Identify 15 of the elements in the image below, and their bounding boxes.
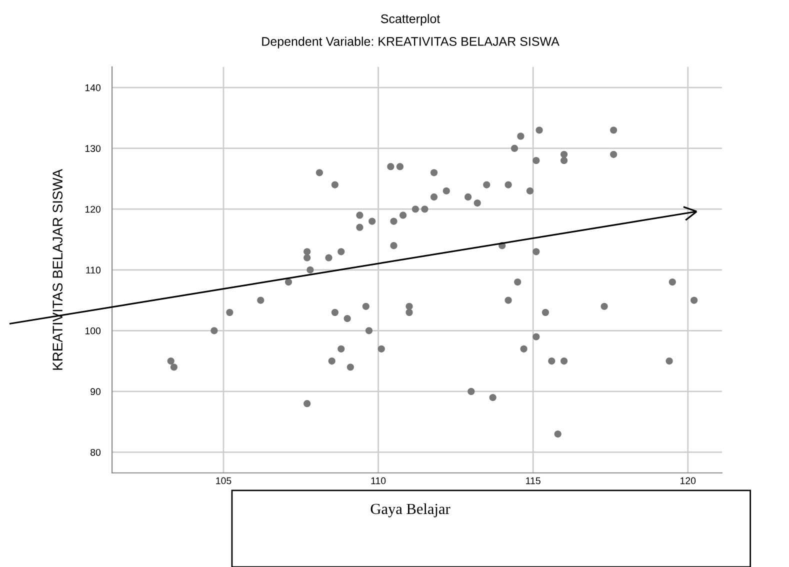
x-tick-label: 120 bbox=[680, 477, 696, 484]
x-axis-title: Gaya Belajar bbox=[370, 503, 450, 518]
y-tick-label: 90 bbox=[90, 388, 101, 396]
y-tick-label: 100 bbox=[85, 327, 101, 334]
chart-title: Scatterplot bbox=[380, 14, 440, 26]
chart-subtitle: Dependent Variable: KREATIVITAS BELAJAR SISWA bbox=[262, 36, 560, 48]
x-tick-label: 105 bbox=[216, 477, 232, 484]
x-tick-label: 115 bbox=[526, 477, 540, 484]
y-tick-label: 120 bbox=[85, 206, 101, 213]
y-tick-label: 110 bbox=[86, 266, 101, 274]
y-tick-label: 140 bbox=[85, 84, 101, 92]
x-tick-label: 110 bbox=[371, 477, 386, 484]
y-axis-title: KREATIVITAS BELAJAR SISWA bbox=[52, 168, 63, 370]
y-tick-label: 130 bbox=[85, 145, 101, 152]
y-tick-label: 80 bbox=[90, 448, 101, 456]
